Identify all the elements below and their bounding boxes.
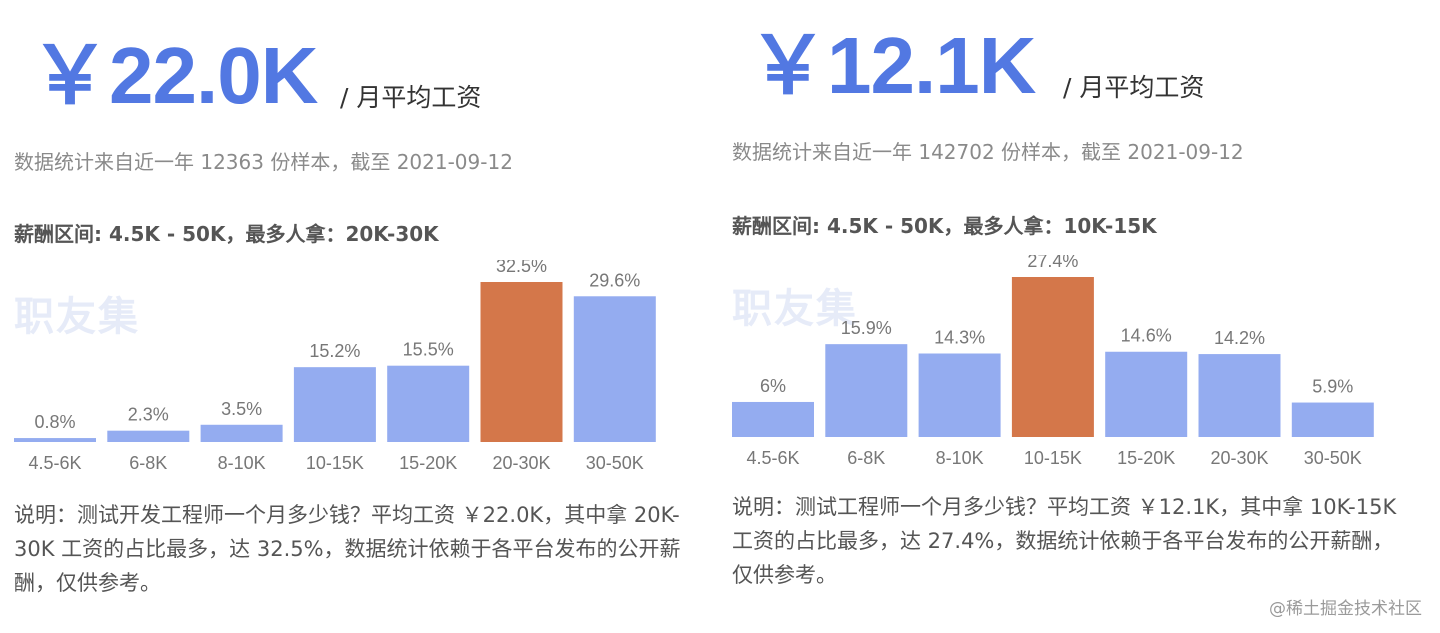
x-tick-6-8K: 6-8K [847,448,885,468]
sample-stats: 数据统计来自近一年 12363 份样本，截至 2021-09-12 [14,150,513,174]
salary-distribution-chart: 6% 4.5-6K 15.9% 6-8K 14.3% 8-10K 27.4% 10-15K 14… [732,255,1374,468]
x-tick-15-20K: 15-20K [399,453,457,473]
bar-6-8K [107,430,190,442]
data-label-8-10K: 3.5% [221,399,262,419]
salary-range: 薪酬区间: 4.5K - 50K，最多人拿：10K-15K [732,214,1157,238]
sample-stats: 数据统计来自近一年 142702 份样本，截至 2021-09-12 [732,140,1244,164]
x-tick-8-10K: 8-10K [936,448,984,468]
brand-watermark: 职友集 [14,294,140,340]
bar-20-30K [1198,354,1281,437]
salary-distribution-chart: 0.8% 4.5-6K 2.3% 6-8K 3.5% 8-10K 15.2% 10-15K 15… [14,260,656,473]
bar-8-10K [200,424,283,442]
data-label-20-30K: 14.2% [1214,328,1265,348]
data-label-30-50K: 29.6% [589,270,640,290]
average-salary: ￥22.0K [30,31,318,120]
x-tick-15-20K: 15-20K [1117,448,1175,468]
bar-30-50K [1291,402,1374,437]
data-label-6-8K: 2.3% [128,405,169,425]
bar-20-30K [480,282,563,442]
data-label-4.5-6K: 6% [760,376,786,396]
salary-range: 薪酬区间: 4.5K - 50K，最多人拿：20K-30K [14,222,439,246]
data-label-20-30K: 32.5% [496,260,547,276]
bar-4.5-6K [732,401,814,437]
x-tick-4.5-6K: 4.5-6K [28,453,81,473]
x-tick-30-50K: 30-50K [1304,448,1362,468]
bar-10-15K [1011,277,1094,437]
data-label-10-15K: 27.4% [1027,255,1078,271]
bar-10-15K [293,367,376,442]
bar-15-20K [387,365,470,442]
x-tick-6-8K: 6-8K [129,453,167,473]
bar-30-50K [573,296,656,442]
data-label-15-20K: 14.6% [1121,326,1172,346]
data-label-6-8K: 15.9% [841,318,892,338]
bar-15-20K [1105,351,1188,437]
data-label-4.5-6K: 0.8% [34,412,75,432]
bar-4.5-6K [14,438,96,442]
bar-8-10K [918,353,1001,437]
salary-unit-label: / 月平均工资 [340,83,482,112]
salary-header: ￥22.0K / 月平均工资 [0,0,700,130]
x-tick-20-30K: 20-30K [1210,448,1268,468]
x-tick-10-15K: 10-15K [306,453,364,473]
salary-unit-label: / 月平均工资 [1063,73,1205,102]
x-tick-10-15K: 10-15K [1024,448,1082,468]
x-tick-8-10K: 8-10K [218,453,266,473]
x-tick-20-30K: 20-30K [492,453,550,473]
average-salary: ￥12.1K [748,21,1036,110]
chart-note: 说明：测试开发工程师一个月多少钱？平均工资 ￥22.0K，其中拿 20K-30K… [14,503,681,595]
data-label-10-15K: 15.2% [309,341,360,361]
data-label-8-10K: 14.3% [934,327,985,347]
salary-header: ￥12.1K / 月平均工资 [718,0,1418,130]
x-tick-4.5-6K: 4.5-6K [746,448,799,468]
x-tick-30-50K: 30-50K [586,453,644,473]
data-label-15-20K: 15.5% [403,340,454,360]
site-watermark: @稀土掘金技术社区 [1269,599,1422,619]
data-label-30-50K: 5.9% [1312,377,1353,397]
salary-panel-left: ￥22.0K / 月平均工资 数据统计来自近一年 12363 份样本，截至 20… [0,0,700,633]
brand-watermark: 职友集 [732,286,858,332]
bar-6-8K [825,344,908,437]
salary-panel-right: ￥12.1K / 月平均工资 数据统计来自近一年 142702 份样本，截至 2… [718,0,1418,633]
chart-note: 说明：测试工程师一个月多少钱？平均工资 ￥12.1K，其中拿 10K-15K 工… [732,495,1397,587]
